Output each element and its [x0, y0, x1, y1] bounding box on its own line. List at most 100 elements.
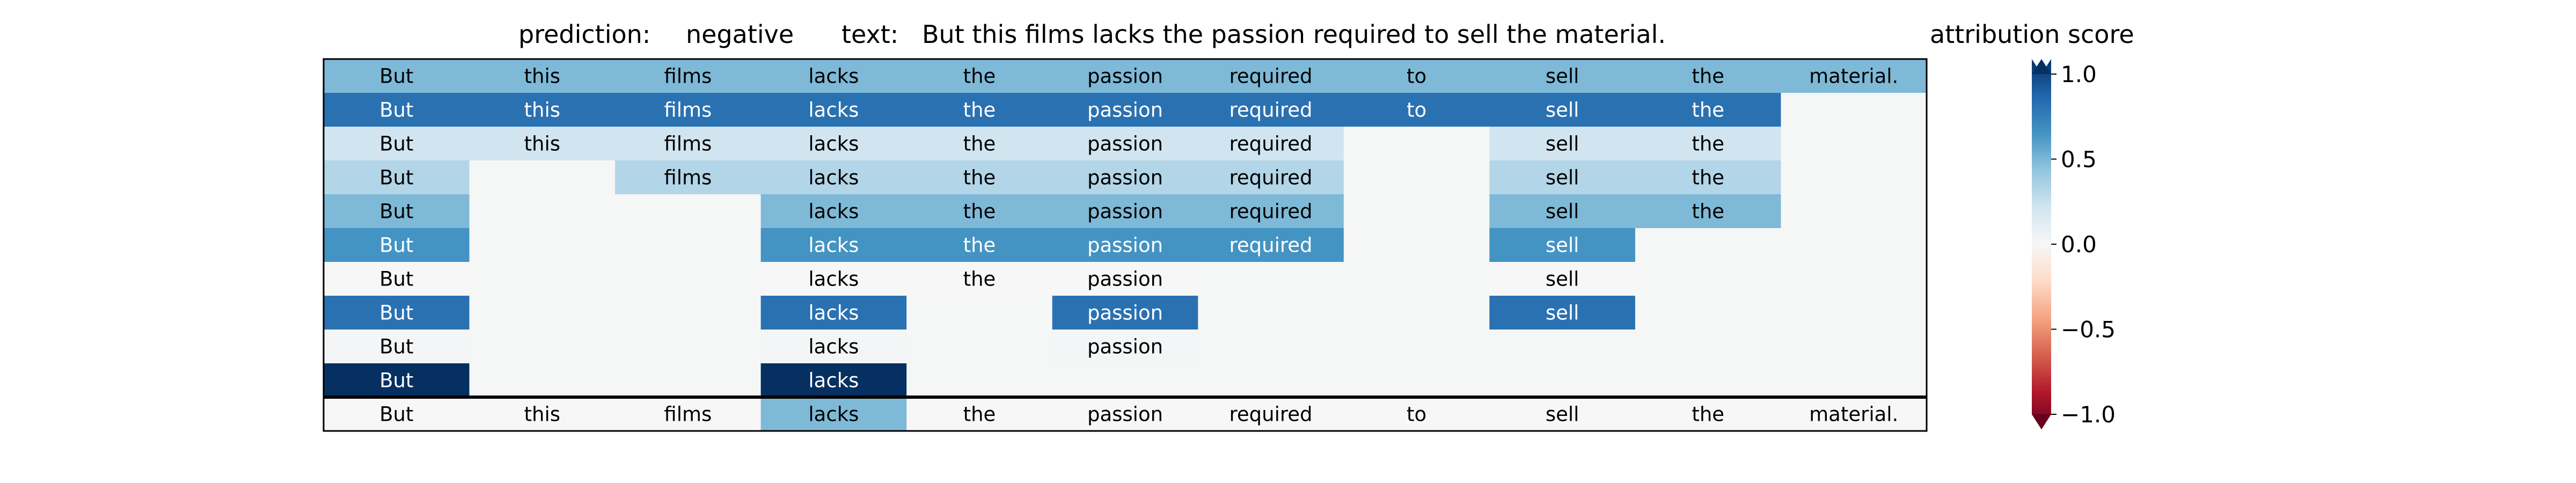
heatmap-cell-label: But	[379, 65, 413, 88]
heatmap-empty-cell	[469, 194, 616, 229]
heatmap-cell-label: required	[1230, 403, 1313, 426]
text-value: But this films lacks the passion require…	[922, 20, 1666, 49]
heatmap-empty-cell	[469, 262, 616, 296]
heatmap-cell-label: the	[963, 65, 996, 88]
heatmap-cell	[615, 397, 762, 431]
heatmap-cell	[1489, 262, 1636, 296]
heatmap-cell	[1052, 296, 1198, 330]
heatmap-cell	[324, 397, 470, 431]
heatmap-cell-label: the	[1692, 133, 1724, 156]
heatmap-cell	[1635, 194, 1782, 229]
heatmap-cell	[615, 160, 762, 195]
heatmap-cell	[324, 160, 470, 195]
heatmap-cell	[615, 59, 762, 93]
heatmap-cell-label: films	[664, 403, 712, 426]
heatmap-cell-label: the	[1692, 99, 1724, 122]
heatmap-empty-cell	[615, 262, 762, 296]
heatmap-empty-cell	[1781, 194, 1927, 229]
heatmap-cell-label: lacks	[808, 200, 859, 223]
heatmap-cell	[1198, 93, 1344, 127]
heatmap-cell	[1198, 160, 1344, 195]
heatmap-cell	[760, 59, 907, 93]
heatmap-cell-label: passion	[1087, 234, 1163, 257]
heatmap-cell-label: But	[379, 403, 413, 426]
heatmap-cell-label: lacks	[808, 99, 859, 122]
heatmap-cell	[760, 160, 907, 195]
colorbar-ticks: 1.0 0.5 0.0 −0.5 −1.0	[2051, 61, 2116, 428]
heatmap-cell	[1052, 59, 1198, 93]
heatmap-cell	[1635, 397, 1782, 431]
heatmap-cell	[324, 296, 470, 330]
heatmap-cell-label: lacks	[808, 234, 859, 257]
heatmap-empty-cell	[1781, 127, 1927, 161]
heatmap-cell	[1343, 93, 1490, 127]
heatmap-cell	[760, 296, 907, 330]
heatmap-empty-cell	[1052, 363, 1198, 398]
heatmap-cell-label: the	[963, 268, 996, 291]
heatmap-cell-label: lacks	[808, 166, 859, 189]
heatmap-cell	[1635, 160, 1782, 195]
heatmap-cell-label: the	[1692, 403, 1724, 426]
heatmap-empty-cell	[1781, 296, 1927, 330]
heatmap-empty-cell	[1343, 194, 1490, 229]
heatmap-empty-cell	[1635, 228, 1782, 262]
heatmap-empty-cell	[1781, 160, 1927, 195]
heatmap-empty-cell	[1635, 296, 1782, 330]
heatmap-empty-cell	[469, 160, 616, 195]
heatmap-cell-label: films	[664, 133, 712, 156]
heatmap-empty-cell	[615, 194, 762, 229]
heatmap-cell	[1489, 397, 1636, 431]
heatmap-cell	[906, 262, 1053, 296]
heatmap-cell-label: sell	[1546, 234, 1579, 257]
heatmap-cell-label: this	[524, 99, 561, 122]
heatmap-cell-label: sell	[1546, 133, 1579, 156]
colorbar: 1.0 0.5 0.0 −0.5 −1.0	[2032, 59, 2116, 429]
heatmap-empty-cell	[1781, 363, 1927, 398]
heatmap-cell	[1489, 194, 1636, 229]
heatmap-cell-label: required	[1230, 166, 1313, 189]
heatmap-cell	[1052, 397, 1198, 431]
heatmap-cell	[1489, 296, 1636, 330]
heatmap-cell	[615, 127, 762, 161]
heatmap-empty-cell	[906, 363, 1053, 398]
prediction-label: prediction:	[518, 20, 650, 49]
heatmap-cell	[760, 228, 907, 262]
heatmap-empty-cell	[1781, 262, 1927, 296]
heatmap-cell-label: passion	[1087, 200, 1163, 223]
heatmap-cell-label: passion	[1087, 335, 1163, 358]
heatmap-cell	[324, 127, 470, 161]
heatmap-cell-label: this	[524, 403, 561, 426]
heatmap-empty-cell	[1489, 330, 1636, 364]
heatmap-cell-label: passion	[1087, 302, 1163, 325]
heatmap-cell	[1489, 127, 1636, 161]
heatmap-cell-label: lacks	[808, 268, 859, 291]
heatmap-cell-label: lacks	[808, 369, 859, 392]
heatmap-empty-cell	[1781, 93, 1927, 127]
heatmap-cell	[324, 93, 470, 127]
heatmap-cell-label: But	[379, 234, 413, 257]
heatmap-cell	[469, 93, 616, 127]
heatmap-cell	[760, 262, 907, 296]
heatmap-cell-label: lacks	[808, 302, 859, 325]
heatmap-empty-cell	[1343, 330, 1490, 364]
heatmap-cell	[469, 397, 616, 431]
heatmap-cell	[906, 127, 1053, 161]
heatmap-cell-label: passion	[1087, 166, 1163, 189]
heatmap-empty-cell	[906, 330, 1053, 364]
heatmap-cell	[760, 397, 907, 431]
heatmap-cell-label: But	[379, 200, 413, 223]
heatmap-cell-label: lacks	[808, 403, 859, 426]
heatmap-cell-label: But	[379, 99, 413, 122]
heatmap-cell-label: this	[524, 133, 561, 156]
heatmap-cell	[324, 59, 470, 93]
heatmap-cell	[1052, 228, 1198, 262]
heatmap-cell	[1489, 59, 1636, 93]
heatmap-cell-label: to	[1407, 99, 1426, 122]
heatmap-row: But this films lacks the passion required to sel…	[324, 93, 1927, 127]
heatmap-cell	[1198, 59, 1344, 93]
heatmap-cell-label: required	[1230, 99, 1313, 122]
heatmap-cell-label: passion	[1087, 268, 1163, 291]
heatmap-cell	[1781, 397, 1927, 431]
heatmap-cell	[1198, 127, 1344, 161]
heatmap-cell	[760, 363, 907, 398]
